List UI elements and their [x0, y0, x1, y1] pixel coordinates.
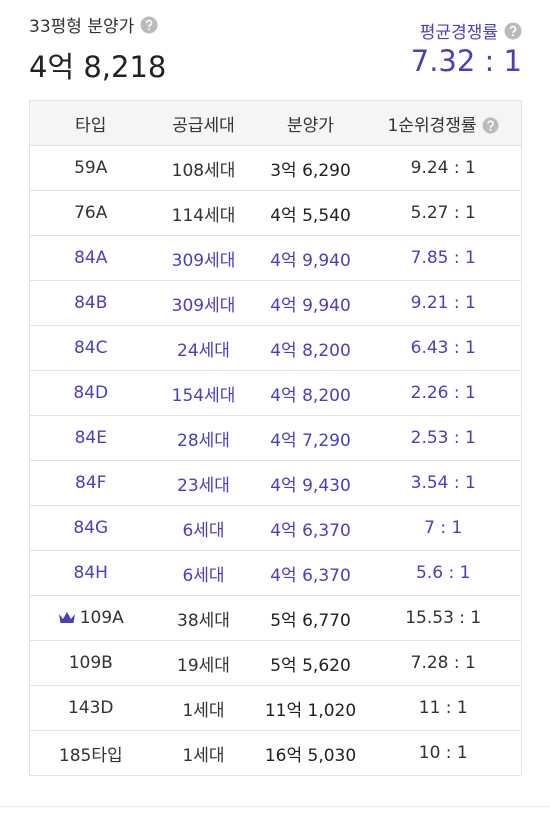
cell-units: 19세대: [151, 640, 256, 686]
cell-price: 4억 8,200: [255, 325, 366, 371]
cell-price: 4억 9,430: [255, 460, 366, 506]
cell-units: 309세대: [151, 280, 256, 326]
table-row: 84F 23세대 4억 9,430 3.54 : 1: [29, 460, 522, 506]
cell-ratio: 3.54 : 1: [365, 460, 522, 506]
cell-type: 84F: [29, 460, 152, 506]
cell-price: 3억 6,290: [255, 145, 366, 191]
cell-ratio: 2.53 : 1: [365, 415, 522, 461]
col-header: 분양가: [255, 100, 366, 146]
cell-ratio: 6.43 : 1: [365, 325, 522, 371]
cell-type: 185타입: [29, 730, 152, 776]
cell-type: 143D: [29, 685, 152, 731]
table-row: 76A 114세대 4억 5,540 5.27 : 1: [29, 190, 522, 236]
table-row: 84B 309세대 4억 9,940 9.21 : 1: [29, 280, 522, 326]
cell-units: 154세대: [151, 370, 256, 416]
col-header: 타입: [29, 100, 152, 146]
cell-price: 5억 5,620: [255, 640, 366, 686]
cell-price: 4억 7,290: [255, 415, 366, 461]
cell-type: 84D: [29, 370, 152, 416]
help-icon[interactable]: [140, 16, 158, 34]
help-icon[interactable]: [504, 22, 522, 40]
table-row: 84D 154세대 4억 8,200 2.26 : 1: [29, 370, 522, 416]
cell-price: 4억 5,540: [255, 190, 366, 236]
cell-ratio: 7 : 1: [365, 505, 522, 551]
cell-ratio: 5.6 : 1: [365, 550, 522, 596]
cell-price: 4억 8,200: [255, 370, 366, 416]
cell-units: 6세대: [151, 505, 256, 551]
table-row: 185타입 1세대 16억 5,030 10 : 1: [29, 730, 522, 776]
cell-ratio: 7.85 : 1: [365, 235, 522, 281]
cell-type: 84A: [29, 235, 152, 281]
header-price: 4억 8,218: [29, 50, 167, 84]
table-row: 84C 24세대 4억 8,200 6.43 : 1: [29, 325, 522, 371]
cell-type: 84B: [29, 280, 152, 326]
help-icon[interactable]: [482, 117, 499, 134]
price-table: 타입 공급세대 분양가 1순위경쟁률 59A 108세대 3억 6,290 9.24 …: [29, 100, 522, 776]
cell-ratio: 2.26 : 1: [365, 370, 522, 416]
avg-label: 평균경쟁률: [419, 23, 498, 43]
table-row: 59A 108세대 3억 6,290 9.24 : 1: [29, 145, 522, 191]
col-header: 1순위경쟁률: [365, 100, 522, 146]
cell-type: 76A: [29, 190, 152, 236]
avg-label-wrap: 평균경쟁률: [420, 18, 522, 43]
cell-units: 1세대: [151, 685, 256, 731]
cell-ratio: 10 : 1: [365, 730, 522, 776]
table-row: 109B 19세대 5억 5,620 7.28 : 1: [29, 640, 522, 686]
table-row: 109A 38세대 5억 6,770 15.53 : 1: [29, 595, 522, 641]
cell-units: 28세대: [151, 415, 256, 461]
cell-price: 4억 6,370: [255, 505, 366, 551]
table-row: 84H 6세대 4억 6,370 5.6 : 1: [29, 550, 522, 596]
header-label: 33평형 분양가: [29, 17, 135, 37]
cell-units: 23세대: [151, 460, 256, 506]
cell-type: 109B: [29, 640, 152, 686]
cell-price: 5억 6,770: [255, 595, 366, 641]
divider: [0, 806, 550, 807]
cell-price: 16억 5,030: [255, 730, 366, 776]
table-row: 143D 1세대 11억 1,020 11 : 1: [29, 685, 522, 731]
avg-value: 7.32 : 1: [410, 44, 522, 78]
cell-price: 4억 9,940: [255, 235, 366, 281]
cell-type: 84E: [29, 415, 152, 461]
header-row: 타입 공급세대 분양가 1순위경쟁률: [29, 100, 522, 146]
col-header-text: 1순위경쟁률: [387, 115, 477, 136]
cell-units: 108세대: [151, 145, 256, 191]
table-row: 84G 6세대 4억 6,370 7 : 1: [29, 505, 522, 551]
cell-ratio: 11 : 1: [365, 685, 522, 731]
cell-units: 38세대: [151, 595, 256, 641]
cell-price: 4억 9,940: [255, 280, 366, 326]
cell-price: 11억 1,020: [255, 685, 366, 731]
cell-units: 309세대: [151, 235, 256, 281]
cell-units: 1세대: [151, 730, 256, 776]
table-body: 59A 108세대 3억 6,290 9.24 : 1 76A 114세대 4억 5,540…: [29, 145, 522, 776]
cell-type: 84H: [29, 550, 152, 596]
cell-units: 6세대: [151, 550, 256, 596]
cell-type: 59A: [29, 145, 152, 191]
cell-ratio: 9.21 : 1: [365, 280, 522, 326]
cell-units: 114세대: [151, 190, 256, 236]
cell-type: 84G: [29, 505, 152, 551]
cell-type: 109A: [29, 595, 152, 641]
crown-icon: [58, 612, 75, 623]
header-label-wrap: 33평형 분양가: [29, 12, 158, 37]
cell-type-text: 109A: [79, 608, 124, 628]
col-header: 공급세대: [151, 100, 256, 146]
cell-ratio: 9.24 : 1: [365, 145, 522, 191]
table-row: 84A 309세대 4억 9,940 7.85 : 1: [29, 235, 522, 281]
cell-units: 24세대: [151, 325, 256, 371]
cell-ratio: 5.27 : 1: [365, 190, 522, 236]
cell-price: 4억 6,370: [255, 550, 366, 596]
table-row: 84E 28세대 4억 7,290 2.53 : 1: [29, 415, 522, 461]
cell-ratio: 7.28 : 1: [365, 640, 522, 686]
cell-ratio: 15.53 : 1: [365, 595, 522, 641]
cell-type: 84C: [29, 325, 152, 371]
